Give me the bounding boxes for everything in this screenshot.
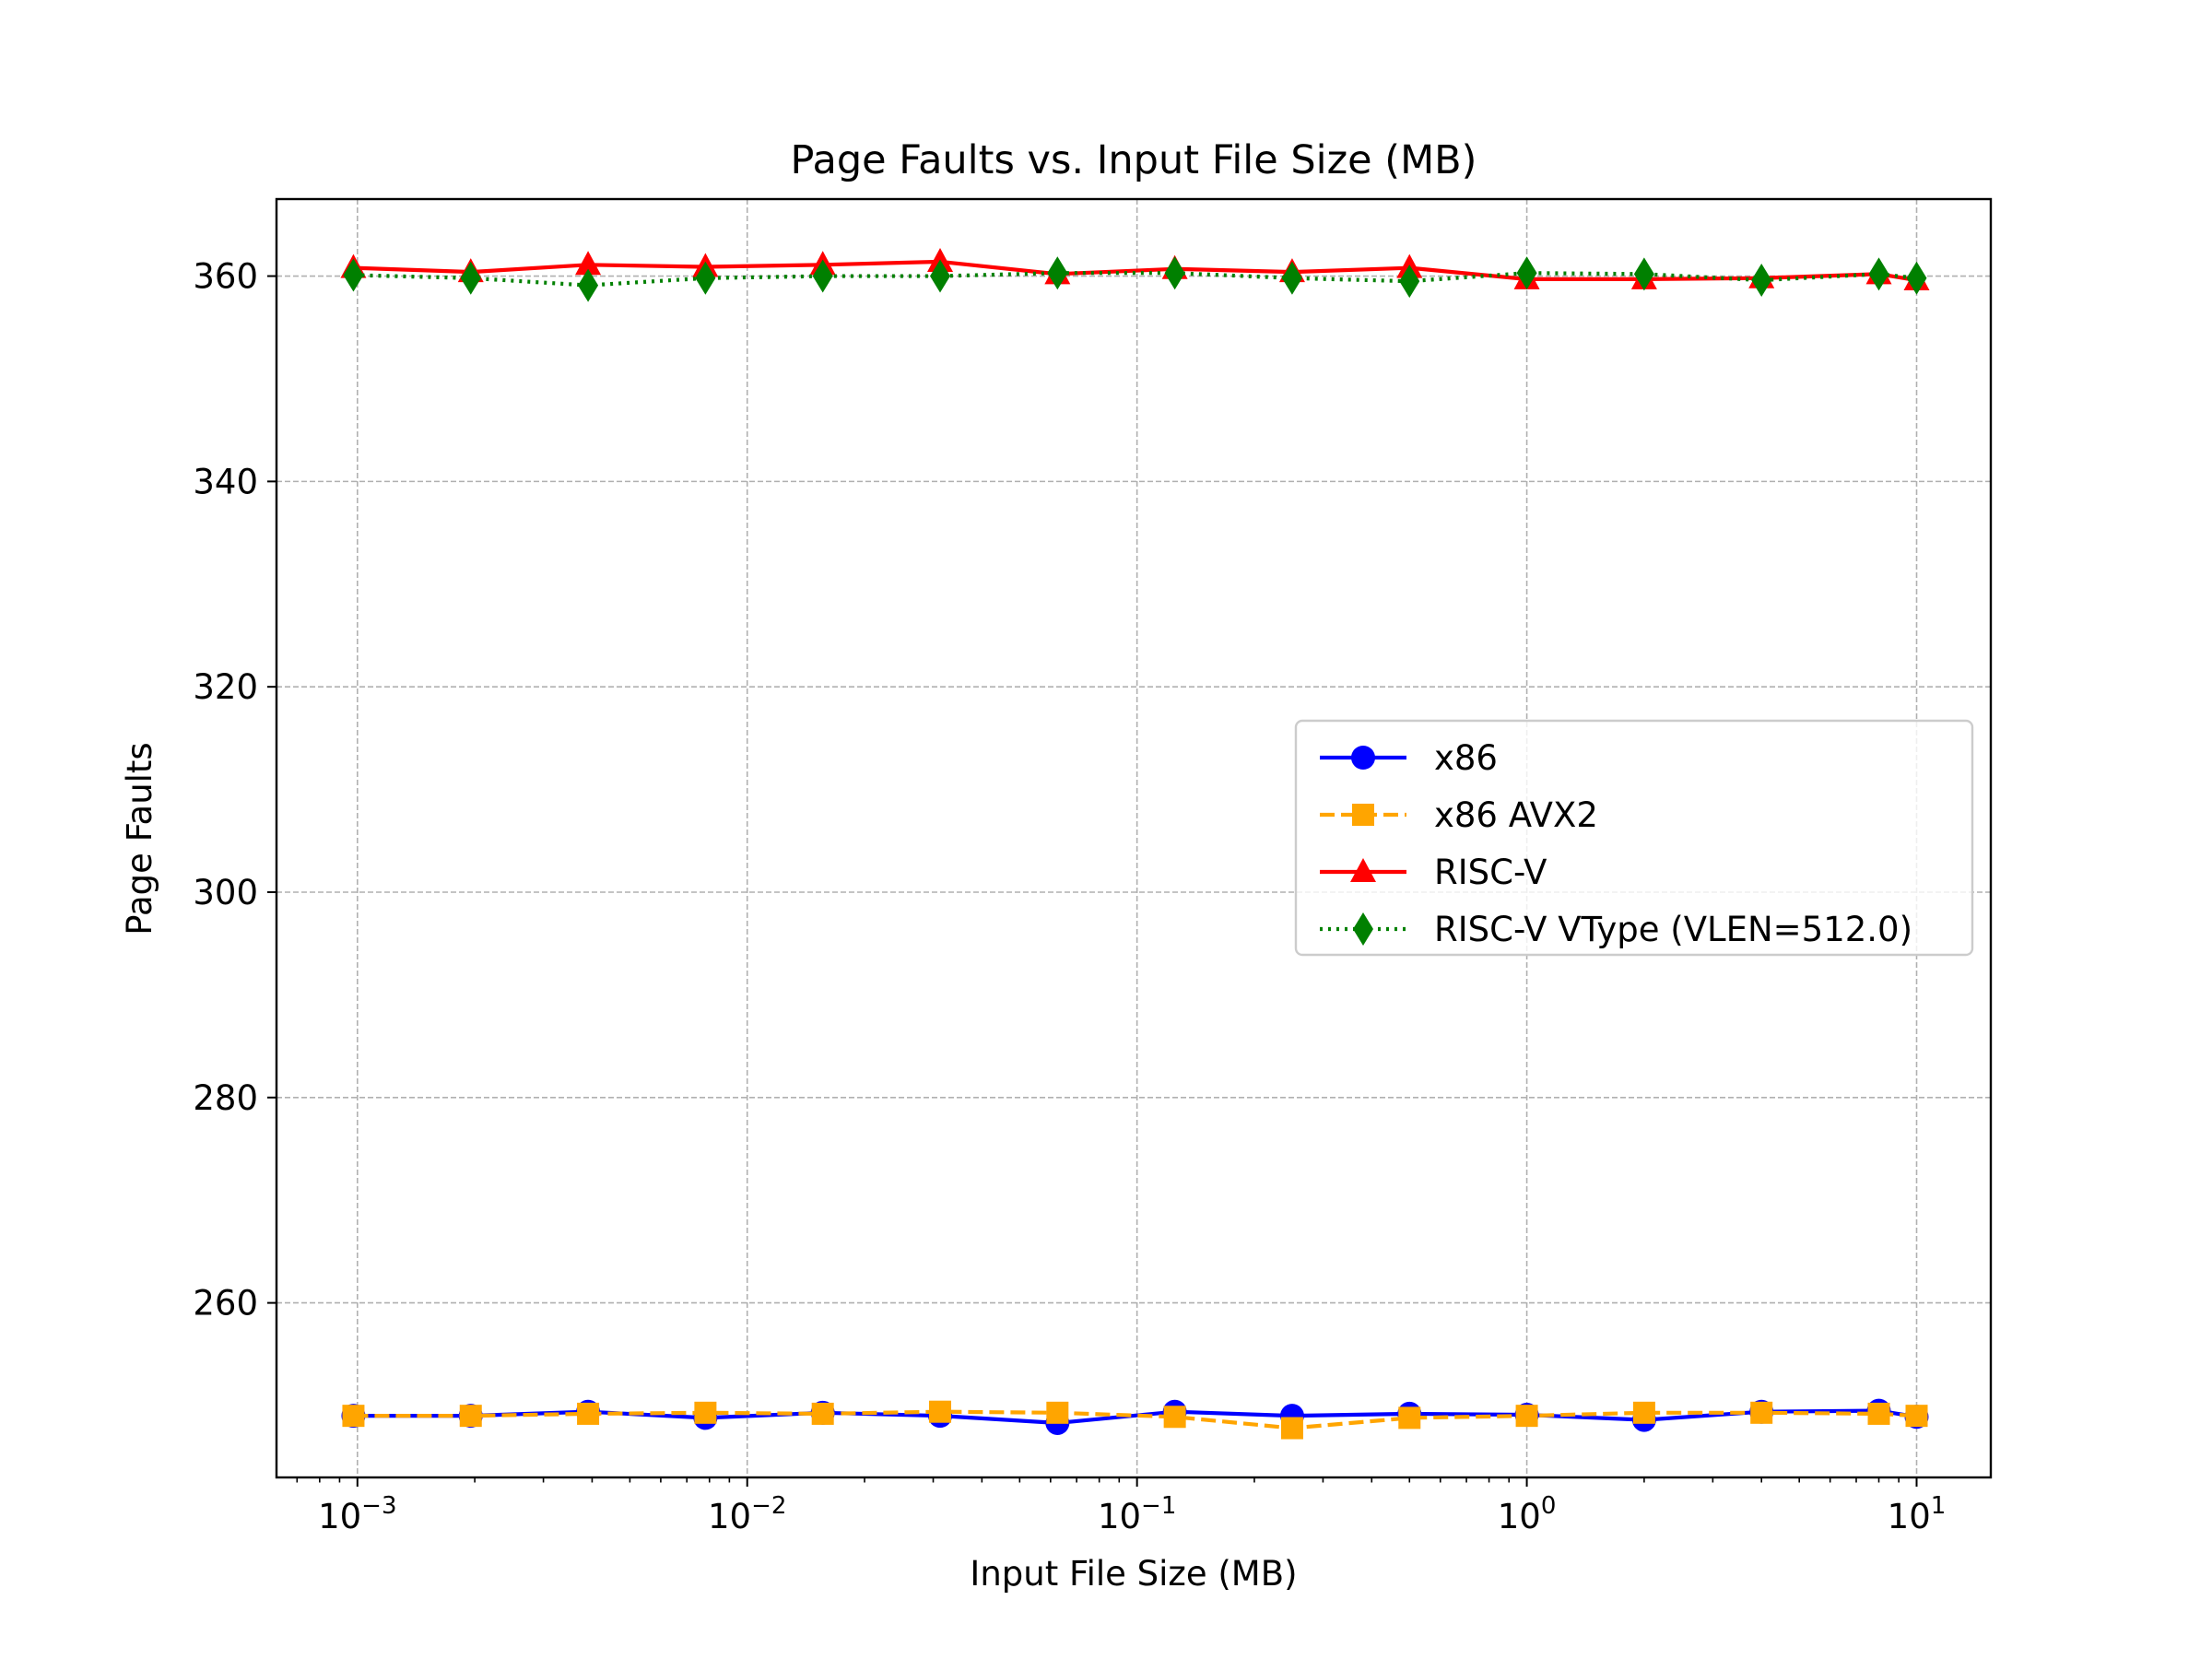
data-point xyxy=(1750,1401,1773,1424)
data-point xyxy=(1516,256,1537,290)
data-point xyxy=(1868,257,1889,291)
data-point xyxy=(811,1402,834,1425)
x-tick-base: 10 xyxy=(1098,1497,1141,1536)
x-tick-label: 10−1 xyxy=(1098,1492,1176,1536)
data-point xyxy=(1281,261,1302,295)
legend-marker xyxy=(1350,858,1376,882)
legend-marker xyxy=(1351,746,1375,770)
plot-frame xyxy=(275,197,1993,1479)
x-tick-label: 100 xyxy=(1498,1492,1557,1536)
x-tick-base: 10 xyxy=(1498,1497,1541,1536)
data-point xyxy=(1905,1405,1928,1428)
data-point xyxy=(1280,1417,1303,1440)
data-point xyxy=(342,1405,365,1428)
y-tick-label: 340 xyxy=(193,462,258,501)
y-tick-label: 300 xyxy=(193,873,258,912)
x-axis-label: Input File Size (MB) xyxy=(970,1554,1297,1594)
legend-marker xyxy=(1353,912,1373,946)
x-tick-exponent: −1 xyxy=(1141,1492,1176,1520)
x-tick-label: 10−3 xyxy=(318,1492,396,1536)
data-point xyxy=(1632,1401,1655,1424)
data-point xyxy=(575,251,602,276)
x-tick-exponent: −3 xyxy=(361,1492,396,1520)
data-point xyxy=(812,259,833,293)
data-point xyxy=(1398,1406,1421,1430)
data-point xyxy=(578,268,599,302)
legend-label: RISC-V xyxy=(1434,853,1547,892)
data-point xyxy=(1163,1406,1186,1429)
data-point xyxy=(1867,1402,1890,1425)
y-tick-label: 320 xyxy=(193,667,258,707)
data-point xyxy=(1633,257,1654,291)
legend-label: x86 AVX2 xyxy=(1434,795,1598,835)
y-axis-label: Page Faults xyxy=(120,742,159,935)
data-point xyxy=(577,1402,600,1425)
x-tick-exponent: 0 xyxy=(1541,1492,1557,1520)
data-point xyxy=(1906,261,1927,295)
data-point xyxy=(929,1400,952,1423)
series-layer xyxy=(340,247,1930,1440)
data-point xyxy=(459,1405,482,1428)
x-tick-label: 10−2 xyxy=(708,1492,786,1536)
legend-label: x86 xyxy=(1434,738,1498,778)
data-point xyxy=(460,261,481,295)
x-tick-base: 10 xyxy=(708,1497,751,1536)
data-point xyxy=(1751,264,1772,298)
x-tick-exponent: −2 xyxy=(751,1492,786,1520)
data-point xyxy=(1046,1401,1069,1424)
data-point xyxy=(695,261,716,295)
legend: x86 x86 AVX2 RISC-V RISC-V VType (VLEN=512.… xyxy=(1294,719,1974,957)
x-tick-label: 101 xyxy=(1888,1492,1947,1536)
data-point xyxy=(343,258,364,292)
x-tick-base: 10 xyxy=(318,1497,361,1536)
legend-label: RISC-V VType (VLEN=512.0) xyxy=(1434,910,1912,949)
x-tick-base: 10 xyxy=(1888,1497,1931,1536)
legend-frame xyxy=(1294,719,1974,957)
data-point xyxy=(694,1401,717,1424)
chart-title: Page Faults vs. Input File Size (MB) xyxy=(791,137,1477,183)
y-tick-label: 280 xyxy=(193,1078,258,1118)
data-point xyxy=(1047,256,1068,290)
data-point xyxy=(930,259,951,293)
series-risc-v-vtype-vlen-512-0 xyxy=(343,256,1927,302)
series-line xyxy=(353,1409,1917,1430)
y-tick-label: 360 xyxy=(193,257,258,297)
y-tick-label: 260 xyxy=(193,1284,258,1324)
data-point xyxy=(1515,1405,1538,1428)
legend-marker xyxy=(1352,804,1374,826)
data-point xyxy=(1399,265,1420,299)
series-x86-avx2 xyxy=(342,1400,1928,1440)
x-tick-exponent: 1 xyxy=(1931,1492,1947,1520)
data-point xyxy=(1164,256,1185,290)
